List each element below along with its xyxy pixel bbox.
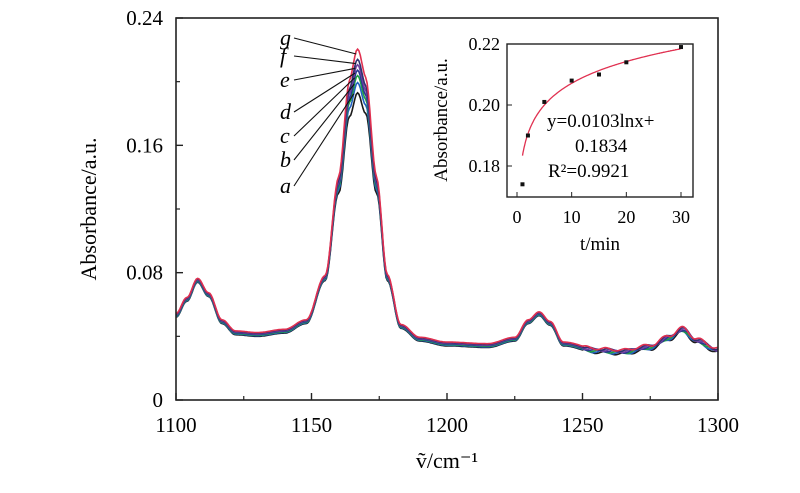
spectra-curves: [175, 47, 719, 356]
inset-equation-line2: 0.1834: [575, 136, 628, 157]
series-label-g: g: [280, 25, 291, 50]
inset-data-point: [597, 72, 601, 77]
inset-y-tick-label: 0.20: [469, 95, 501, 115]
x-tick-label: 1250: [562, 413, 604, 437]
series-label-d: d: [280, 99, 292, 124]
leader-line-f: [293, 55, 356, 65]
inset-x-tick-label: 30: [672, 207, 690, 227]
inset-y-tick-label: 0.18: [469, 156, 501, 176]
series-label-e: e: [280, 67, 290, 92]
series-line-g: [175, 47, 719, 352]
inset-x-tick-label: 10: [563, 207, 581, 227]
x-tick-label: 1300: [697, 413, 739, 437]
series-label-c: c: [280, 123, 290, 148]
series-label-b: b: [280, 147, 291, 172]
inset-data-point: [542, 99, 547, 104]
y-tick-label: 0.16: [126, 133, 163, 157]
inset-data-point: [520, 182, 525, 187]
x-tick-label: 1100: [155, 413, 196, 437]
x-tick-label: 1200: [426, 413, 468, 437]
main-axes: 1100 1150 1200 1250 1300 0 0.08 0.16 0.24: [126, 6, 739, 437]
leader-line-b: [293, 83, 355, 161]
inset-x-tick-label: 0: [513, 207, 522, 227]
leader-line-e: [293, 67, 356, 81]
inset-y-label: Absorbance/a.u.: [431, 58, 452, 181]
leader-line-d: [293, 72, 356, 113]
inset-chart: 0 10 20 30 0.18 0.20 0.22 y=0.0103lnx+ 0.1834 R²=…: [431, 34, 694, 255]
y-tick-label: 0.24: [126, 6, 163, 30]
inset-data-point: [624, 60, 629, 65]
inset-fit-curve: [521, 48, 681, 156]
inset-equation-line1: y=0.0103lnx+: [547, 111, 654, 132]
y-tick-label: 0: [153, 388, 164, 412]
series-label-a: a: [280, 173, 291, 198]
inset-data-point: [679, 45, 683, 50]
inset-y-tick-label: 0.22: [469, 34, 501, 54]
x-tick-label: 1150: [291, 413, 332, 437]
inset-data-point: [525, 133, 530, 138]
inset-x-tick-label: 20: [617, 207, 635, 227]
inset-x-label: t/min: [580, 234, 621, 255]
leader-line-a: [293, 93, 355, 187]
series-label-f: f: [280, 43, 289, 68]
y-tick-label: 0.08: [126, 261, 163, 285]
x-axis-label: ṽ/cm⁻¹: [416, 448, 478, 473]
inset-data-point: [569, 78, 574, 83]
inset-r2: R²=0.9921: [548, 161, 629, 182]
leader-line-g: [293, 37, 357, 55]
leader-line-c: [293, 77, 355, 137]
y-axis-label: Absorbance/a.u.: [76, 138, 101, 281]
